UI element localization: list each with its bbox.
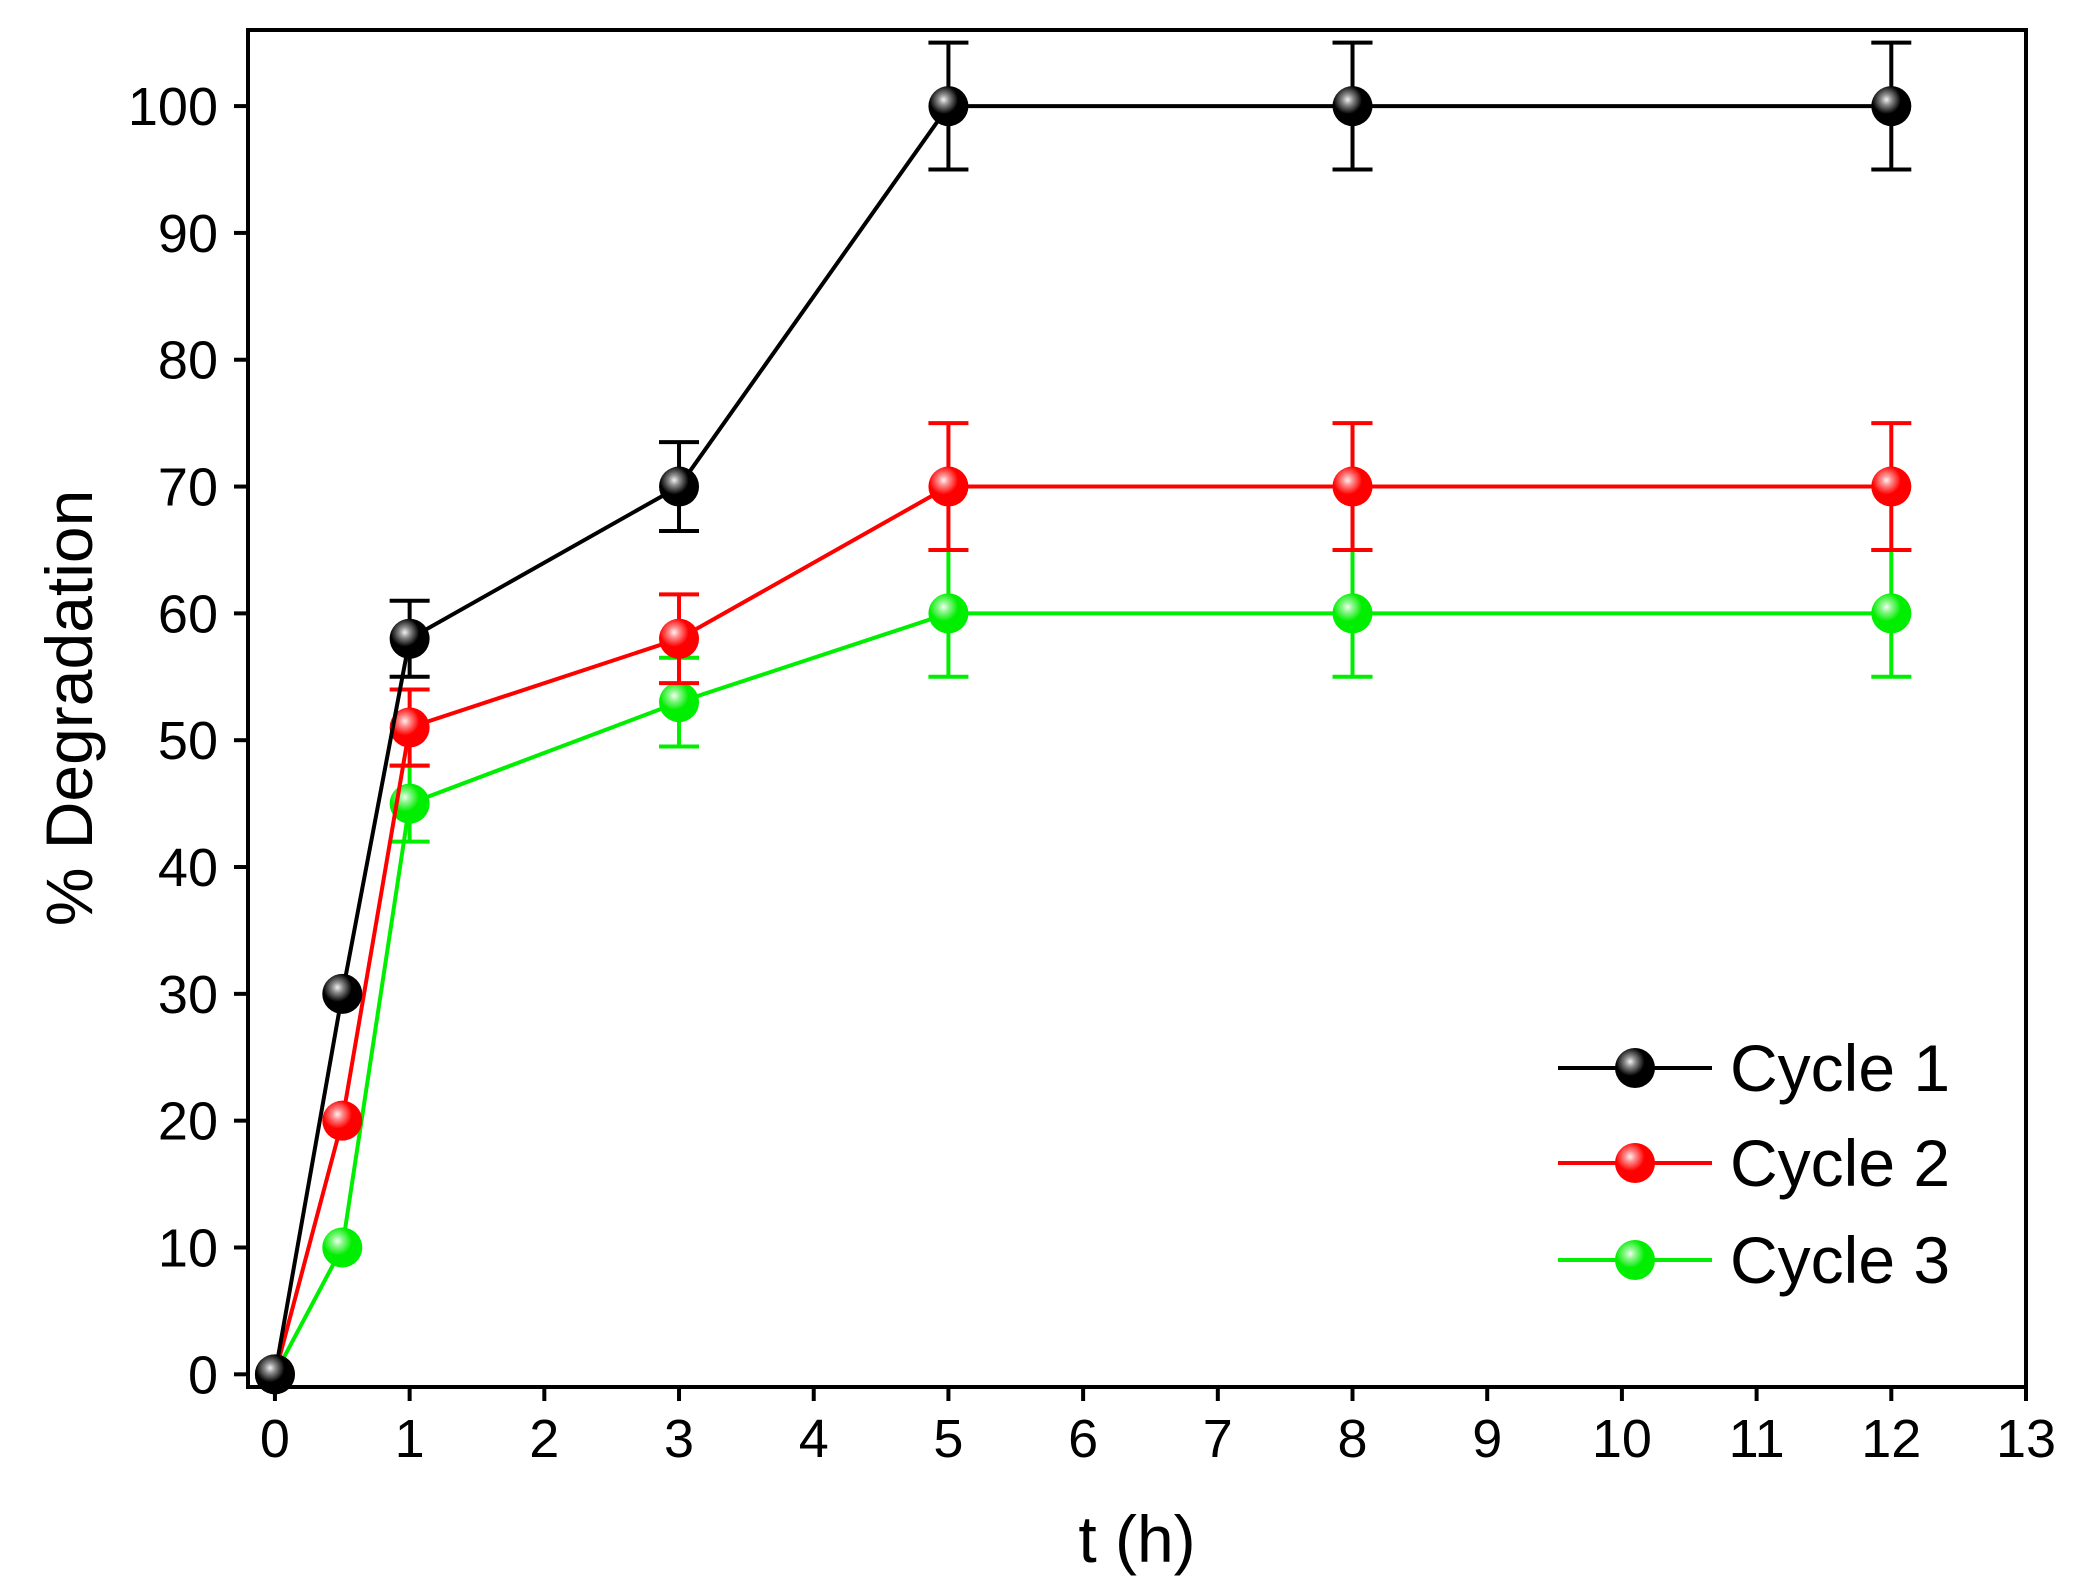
cycle-3-point-highlight xyxy=(1871,593,1912,634)
y-tick-label: 40 xyxy=(158,838,218,898)
x-tick-label: 2 xyxy=(529,1409,559,1469)
x-tick-label: 5 xyxy=(933,1409,963,1469)
x-tick-label: 7 xyxy=(1203,1409,1233,1469)
x-tick-label: 12 xyxy=(1861,1409,1921,1469)
x-tick-label: 0 xyxy=(260,1409,290,1469)
legend-entry-cycle-1: Cycle 1 xyxy=(1558,1031,1950,1105)
cycle-2-point-highlight xyxy=(659,618,700,659)
cycle-1-point-highlight xyxy=(1871,86,1912,127)
cycle-1-point-highlight xyxy=(389,618,430,659)
cycle-1-series xyxy=(254,40,1912,1395)
y-axis-title: % Degradation xyxy=(32,490,106,927)
x-tick-label: 3 xyxy=(664,1409,694,1469)
x-tick-label: 6 xyxy=(1068,1409,1098,1469)
cycle-2-point-highlight xyxy=(1332,466,1373,507)
x-axis-title: t (h) xyxy=(1078,1502,1195,1576)
legend-label: Cycle 3 xyxy=(1730,1223,1950,1297)
legend-label: Cycle 2 xyxy=(1730,1126,1950,1200)
x-tick-label: 11 xyxy=(1729,1409,1785,1469)
cycle-2-point-highlight xyxy=(928,466,969,507)
y-tick-label: 30 xyxy=(158,965,218,1025)
cycle-2-series xyxy=(254,421,1912,1395)
cycle-3-point-highlight xyxy=(322,1227,363,1268)
x-tick-label: 9 xyxy=(1472,1409,1502,1469)
y-tick-label: 90 xyxy=(158,204,218,264)
legend-entry-cycle-2: Cycle 2 xyxy=(1558,1126,1950,1200)
cycle-1-point-highlight xyxy=(1332,86,1373,127)
x-axis: 0 1 2 3 4 5 6 7 8 9 10 11 12 13 xyxy=(260,1387,2056,1469)
y-tick-label: 80 xyxy=(158,331,218,391)
x-tick-label: 8 xyxy=(1337,1409,1367,1469)
y-tick-label: 100 xyxy=(128,77,218,137)
y-tick-label: 20 xyxy=(158,1092,218,1152)
y-axis: 0 10 20 30 40 50 60 70 80 90 100 xyxy=(128,77,248,1405)
legend-marker-highlight xyxy=(1615,1048,1655,1088)
cycle-2-point-highlight xyxy=(389,707,430,748)
y-tick-label: 0 xyxy=(188,1345,218,1405)
cycle-2-point-highlight xyxy=(322,1100,363,1141)
series-layer xyxy=(254,40,1912,1395)
cycle-3-point-highlight xyxy=(1332,593,1373,634)
cycle-1-point-highlight xyxy=(254,1354,295,1395)
plot-frame xyxy=(246,28,2028,1389)
legend-entry-cycle-3: Cycle 3 xyxy=(1558,1223,1950,1297)
legend: Cycle 1 Cycle 2 Cycle 3 xyxy=(1558,1031,1950,1297)
cycle-3-series xyxy=(254,547,1912,1395)
cycle-1-point-highlight xyxy=(659,466,700,507)
cycle-2-point-highlight xyxy=(1871,466,1912,507)
x-tick-label: 10 xyxy=(1592,1409,1652,1469)
cycle-1-line xyxy=(272,104,1892,1375)
legend-marker-highlight xyxy=(1615,1143,1655,1183)
y-tick-label: 60 xyxy=(158,584,218,644)
cycle-1-point-highlight xyxy=(928,86,969,127)
x-tick-label: 4 xyxy=(799,1409,829,1469)
cycle-1-point-highlight xyxy=(322,973,363,1014)
y-tick-label: 10 xyxy=(158,1218,218,1278)
cycle-3-point-highlight xyxy=(659,682,700,723)
cycle-2-line xyxy=(273,484,1892,1375)
legend-label: Cycle 1 xyxy=(1730,1031,1950,1105)
y-tick-label: 70 xyxy=(158,458,218,518)
x-tick-label: 13 xyxy=(1996,1409,2056,1469)
x-tick-label: 1 xyxy=(395,1409,425,1469)
legend-marker-highlight xyxy=(1615,1240,1655,1280)
y-tick-label: 50 xyxy=(158,711,218,771)
cycle-3-point-highlight xyxy=(928,593,969,634)
